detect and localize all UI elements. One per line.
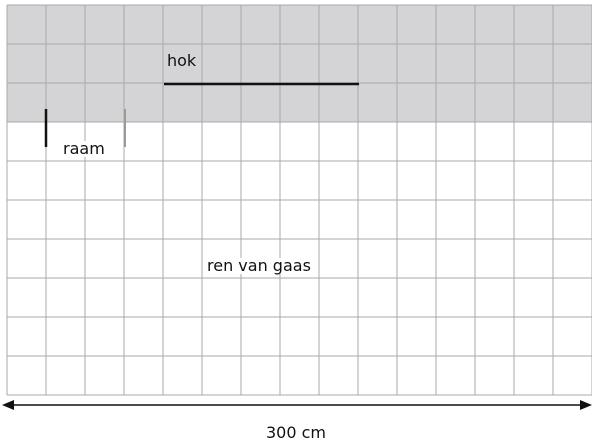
width-dimension-arrow [2,400,592,410]
arrow-right-head [580,400,592,410]
shed-area [7,5,592,122]
width-label: 300 cm [0,425,592,441]
window-label: raam [61,141,107,157]
run-label: ren van gaas [206,258,312,274]
arrow-left-head [2,400,14,410]
shed-label: hok [167,53,196,69]
